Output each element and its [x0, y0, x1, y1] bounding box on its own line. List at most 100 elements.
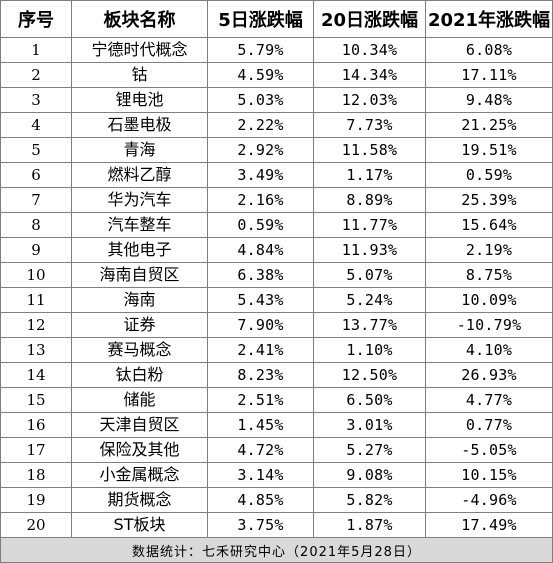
- change-5day-cell: 2.51%: [207, 387, 314, 413]
- change-5day-cell: 4.72%: [207, 437, 314, 463]
- change-2021-cell: 17.11%: [425, 62, 553, 88]
- change-2021-cell: 6.08%: [425, 37, 553, 63]
- change-5day-cell: 8.23%: [207, 362, 314, 388]
- change-20day-cell: 1.17%: [313, 162, 426, 188]
- table-row: 8 汽车整车 0.59% 11.77% 15.64%: [0, 212, 553, 238]
- change-20day-cell: 1.10%: [313, 337, 426, 363]
- change-5day-cell: 7.90%: [207, 312, 314, 338]
- change-5day-cell: 1.45%: [207, 412, 314, 438]
- row-index-cell: 13: [0, 337, 72, 363]
- table-row: 6 燃料乙醇 3.49% 1.17% 0.59%: [0, 162, 553, 188]
- change-2021-cell: -10.79%: [425, 312, 553, 338]
- table-row: 3 锂电池 5.03% 12.03% 9.48%: [0, 87, 553, 113]
- change-20day-cell: 9.08%: [313, 462, 426, 488]
- row-index-cell: 5: [0, 137, 72, 163]
- change-20day-cell: 6.50%: [313, 387, 426, 413]
- row-index-cell: 6: [0, 162, 72, 188]
- table-row: 1 宁德时代概念 5.79% 10.34% 6.08%: [0, 37, 553, 63]
- sector-name-cell: 钛白粉: [71, 362, 208, 388]
- change-20day-cell: 5.24%: [313, 287, 426, 313]
- change-2021-cell: 9.48%: [425, 87, 553, 113]
- row-index-cell: 10: [0, 262, 72, 288]
- change-2021-cell: 2.19%: [425, 237, 553, 263]
- row-index-cell: 12: [0, 312, 72, 338]
- row-index-cell: 2: [0, 62, 72, 88]
- header-index: 序号: [0, 0, 72, 38]
- table-row: 10 海南自贸区 6.38% 5.07% 8.75%: [0, 262, 553, 288]
- change-2021-cell: 4.10%: [425, 337, 553, 363]
- change-20day-cell: 5.82%: [313, 487, 426, 513]
- row-index-cell: 19: [0, 487, 72, 513]
- row-index-cell: 9: [0, 237, 72, 263]
- sector-name-cell: 其他电子: [71, 237, 208, 263]
- table-footer-row: 数据统计：七禾研究中心（2021年5月28日）: [0, 537, 553, 563]
- change-5day-cell: 3.14%: [207, 462, 314, 488]
- sector-name-cell: 华为汽车: [71, 187, 208, 213]
- change-5day-cell: 3.49%: [207, 162, 314, 188]
- table-row: 14 钛白粉 8.23% 12.50% 26.93%: [0, 362, 553, 388]
- change-5day-cell: 4.84%: [207, 237, 314, 263]
- sector-name-cell: 青海: [71, 137, 208, 163]
- table-header-row: 序号 板块名称 5日涨跌幅 20日涨跌幅 2021年涨跌幅: [0, 0, 553, 38]
- change-2021-cell: 10.09%: [425, 287, 553, 313]
- row-index-cell: 3: [0, 87, 72, 113]
- change-2021-cell: 19.51%: [425, 137, 553, 163]
- change-20day-cell: 8.89%: [313, 187, 426, 213]
- change-2021-cell: 4.77%: [425, 387, 553, 413]
- change-5day-cell: 5.03%: [207, 87, 314, 113]
- table-row: 20 ST板块 3.75% 1.87% 17.49%: [0, 512, 553, 538]
- row-index-cell: 16: [0, 412, 72, 438]
- change-2021-cell: 17.49%: [425, 512, 553, 538]
- table-row: 2 钴 4.59% 14.34% 17.11%: [0, 62, 553, 88]
- change-20day-cell: 14.34%: [313, 62, 426, 88]
- change-5day-cell: 5.79%: [207, 37, 314, 63]
- table-row: 16 天津自贸区 1.45% 3.01% 0.77%: [0, 412, 553, 438]
- row-index-cell: 17: [0, 437, 72, 463]
- change-2021-cell: -5.05%: [425, 437, 553, 463]
- change-20day-cell: 10.34%: [313, 37, 426, 63]
- table-row: 7 华为汽车 2.16% 8.89% 25.39%: [0, 187, 553, 213]
- change-5day-cell: 5.43%: [207, 287, 314, 313]
- table-row: 11 海南 5.43% 5.24% 10.09%: [0, 287, 553, 313]
- sector-name-cell: 天津自贸区: [71, 412, 208, 438]
- change-5day-cell: 4.85%: [207, 487, 314, 513]
- sector-name-cell: 证券: [71, 312, 208, 338]
- change-20day-cell: 5.27%: [313, 437, 426, 463]
- sector-name-cell: 储能: [71, 387, 208, 413]
- table-row: 13 赛马概念 2.41% 1.10% 4.10%: [0, 337, 553, 363]
- data-source-note: 数据统计：七禾研究中心（2021年5月28日）: [0, 537, 553, 563]
- table-row: 19 期货概念 4.85% 5.82% -4.96%: [0, 487, 553, 513]
- sector-name-cell: 锂电池: [71, 87, 208, 113]
- change-20day-cell: 7.73%: [313, 112, 426, 138]
- sector-name-cell: 钴: [71, 62, 208, 88]
- change-2021-cell: -4.96%: [425, 487, 553, 513]
- table-row: 18 小金属概念 3.14% 9.08% 10.15%: [0, 462, 553, 488]
- row-index-cell: 11: [0, 287, 72, 313]
- header-sector-name: 板块名称: [71, 0, 208, 38]
- sector-name-cell: 海南: [71, 287, 208, 313]
- change-2021-cell: 8.75%: [425, 262, 553, 288]
- change-5day-cell: 2.22%: [207, 112, 314, 138]
- table-row: 9 其他电子 4.84% 11.93% 2.19%: [0, 237, 553, 263]
- change-2021-cell: 0.59%: [425, 162, 553, 188]
- sector-name-cell: 石墨电极: [71, 112, 208, 138]
- row-index-cell: 15: [0, 387, 72, 413]
- change-20day-cell: 13.77%: [313, 312, 426, 338]
- row-index-cell: 8: [0, 212, 72, 238]
- table-row: 12 证券 7.90% 13.77% -10.79%: [0, 312, 553, 338]
- change-2021-cell: 25.39%: [425, 187, 553, 213]
- header-2021-change: 2021年涨跌幅: [425, 0, 553, 38]
- row-index-cell: 18: [0, 462, 72, 488]
- sector-name-cell: 小金属概念: [71, 462, 208, 488]
- change-5day-cell: 2.92%: [207, 137, 314, 163]
- change-20day-cell: 12.50%: [313, 362, 426, 388]
- sector-name-cell: 汽车整车: [71, 212, 208, 238]
- change-2021-cell: 15.64%: [425, 212, 553, 238]
- change-2021-cell: 26.93%: [425, 362, 553, 388]
- change-5day-cell: 2.41%: [207, 337, 314, 363]
- sector-name-cell: ST板块: [71, 512, 208, 538]
- change-20day-cell: 5.07%: [313, 262, 426, 288]
- table-body: 1 宁德时代概念 5.79% 10.34% 6.08% 2 钴 4.59% 14.34% 17.1…: [0, 37, 553, 538]
- header-5day-change: 5日涨跌幅: [207, 0, 314, 38]
